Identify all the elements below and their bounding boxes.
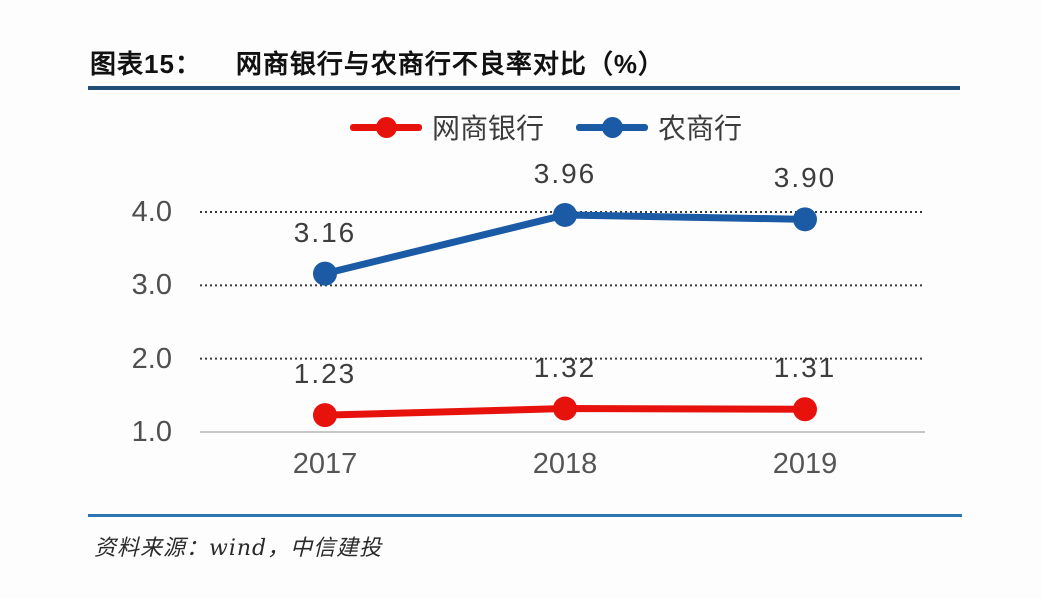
data-point <box>553 202 577 227</box>
data-point-label: 1.23 <box>293 358 357 390</box>
data-point-label: 1.32 <box>533 351 597 383</box>
legend-line-dot-marker-blue <box>576 110 649 144</box>
chart-legend: 网商银行 农商行 <box>350 110 742 144</box>
x-tick-label: 2017 <box>292 448 358 480</box>
legend-item-rural-commercial-bank: 农商行 <box>576 110 742 144</box>
y-tick-label: 2.0 <box>131 342 172 375</box>
legend-item-wangshang-bank: 网商银行 <box>350 110 544 144</box>
footer-divider <box>88 514 962 517</box>
y-tick-label: 3.0 <box>131 269 172 302</box>
y-tick-label: 4.0 <box>131 196 172 228</box>
data-point-label: 3.90 <box>773 162 837 194</box>
legend-dot-icon <box>376 117 397 138</box>
legend-label: 农商行 <box>658 113 743 144</box>
data-point-label: 3.16 <box>293 216 357 248</box>
x-tick-label: 2018 <box>532 448 598 480</box>
figure-number: 图表15： <box>90 49 202 79</box>
legend-dot-icon <box>602 117 624 138</box>
figure-title: 图表15： 网商银行与农商行不良率对比（%） <box>90 44 665 81</box>
source-note: 资料来源：wind，中信建投 <box>94 536 383 561</box>
data-point <box>793 207 817 232</box>
data-point-label: 3.96 <box>533 157 597 189</box>
data-point <box>793 397 817 422</box>
data-point <box>313 261 337 286</box>
data-point-label: 1.31 <box>773 352 837 384</box>
title-underline <box>88 86 960 90</box>
figure-title-text: 网商银行与农商行不良率对比（%） <box>235 49 666 79</box>
data-point <box>313 403 337 428</box>
legend-line-dot-marker-red <box>350 110 422 144</box>
legend-label: 网商银行 <box>432 113 545 144</box>
x-tick-label: 2019 <box>772 448 838 480</box>
y-tick-label: 1.0 <box>131 416 172 448</box>
data-point <box>553 396 577 421</box>
